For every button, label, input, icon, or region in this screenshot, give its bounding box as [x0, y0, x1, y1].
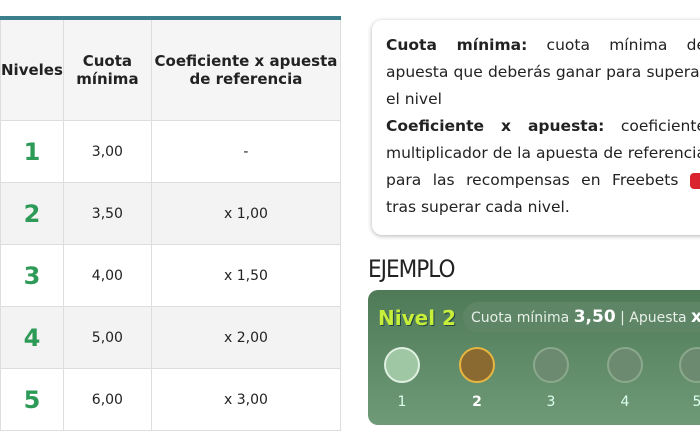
bet: x1	[691, 307, 700, 327]
table-cell: x 3,00	[150, 368, 342, 431]
levels-table: Niveles Cuota mínima Coeficiente x apuesta…	[0, 16, 342, 431]
table-row: 2 3,50 x 1,00	[0, 182, 342, 245]
info-text: tras superar cada nivel.	[386, 198, 570, 216]
step-number: 1	[397, 394, 407, 410]
example-card: Nivel 2 Cuota mínima 3,50 | Apuesta x1 1…	[368, 290, 700, 425]
table-cell: x 1,00	[150, 182, 342, 245]
table-row: 4 5,00 x 2,00	[0, 306, 342, 369]
info-item: Coeficiente x apuesta: coeficiente multi…	[386, 113, 700, 221]
table-cell: x 2,00	[150, 306, 342, 369]
info-box: Cuota mínima: cuota mínima de apuesta qu…	[372, 20, 700, 235]
step-number: 5	[692, 394, 700, 410]
table-row: 5 6,00 x 3,00	[0, 368, 342, 431]
table-cell: 5	[0, 368, 64, 431]
table-cell: 1	[0, 120, 64, 183]
freebet-icon	[690, 172, 700, 189]
info-text: cuota mínima de apuesta que deberás gana…	[386, 36, 700, 108]
header-row: Niveles Cuota mínima Coeficiente x apuesta…	[0, 17, 342, 121]
table-cell: 5,00	[62, 306, 152, 369]
table-cell: 3,50	[62, 182, 152, 245]
table-cell: 6,00	[62, 368, 152, 431]
table-cell: 4,00	[62, 244, 152, 307]
odds-label: Cuota mínima	[471, 310, 570, 326]
odds: 3,50	[573, 307, 616, 327]
step-circle	[459, 347, 495, 383]
table-body: 1 3,00-2 3,50 x 1,00 3 4,00 x 1,50 4 5,00 x 2,00 5…	[0, 120, 342, 431]
step-number: 2	[472, 394, 482, 410]
info-text: coeficiente multiplicador de la apuesta …	[386, 117, 700, 189]
bet-label: Apuesta	[629, 310, 687, 326]
info-term: Cuota mínima:	[386, 36, 528, 54]
table-cell: 3,00	[62, 120, 152, 183]
table-cell: 4	[0, 306, 64, 369]
table-cell: -	[150, 120, 342, 183]
step-number: 3	[546, 394, 556, 410]
bet-pill: Cuota mínima 3,50 | Apuesta x1	[463, 302, 700, 332]
step-circle	[384, 347, 420, 383]
step-circle	[533, 347, 569, 383]
example-title: EJEMPLO	[368, 255, 455, 283]
header-cell: Cuota mínima	[62, 17, 152, 121]
level-label: Nivel 2	[378, 306, 456, 330]
table-row: 1 3,00-	[0, 120, 342, 183]
header-cell: Coeficiente x apuesta de referencia	[150, 17, 342, 121]
table-row: 3 4,00 x 1,50	[0, 244, 342, 307]
table-cell: 2	[0, 182, 64, 245]
table-cell: 3	[0, 244, 64, 307]
table-cell: x 1,50	[150, 244, 342, 307]
info-term: Coeficiente x apuesta:	[386, 117, 605, 135]
header-cell: Niveles	[0, 17, 64, 121]
info-item: Cuota mínima: cuota mínima de apuesta qu…	[386, 32, 700, 113]
step-circle	[679, 347, 700, 383]
step-circle	[607, 347, 643, 383]
step-number: 4	[620, 394, 630, 410]
